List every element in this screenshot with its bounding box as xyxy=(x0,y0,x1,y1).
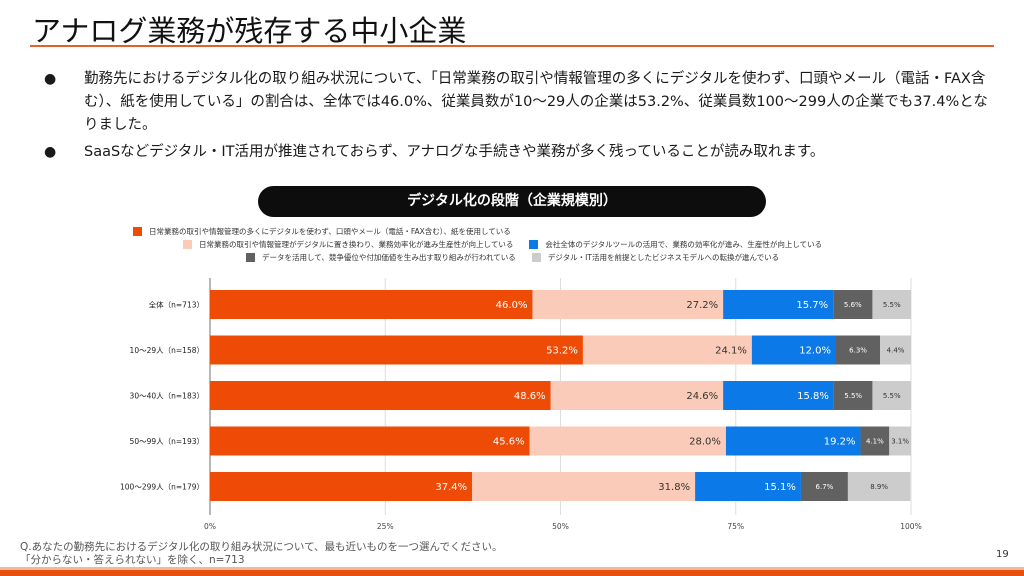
bar-segment xyxy=(723,290,834,319)
data-label: 4.4% xyxy=(887,347,905,355)
legend-label: デジタル・IT活用を前提としたビジネスモデルへの転換が進んでいる xyxy=(547,253,780,262)
bar-segment xyxy=(210,426,530,456)
data-label: 46.0% xyxy=(496,300,528,311)
legend-row-1: 日常業務の取引や情報管理の多くにデジタルを使わず、口頭やメール（電話・FAX含む… xyxy=(133,226,527,237)
bar-segment xyxy=(725,426,861,456)
bar-segment xyxy=(751,335,836,365)
data-label: 31.8% xyxy=(658,482,690,493)
category-label: 50〜99人（n=193） xyxy=(130,437,204,446)
legend-item: 会社全体のデジタルツールの活用で、業務の効率化が進み、生産性が向上している xyxy=(529,239,822,250)
bar-segment xyxy=(582,335,752,365)
data-label: 24.1% xyxy=(715,346,747,357)
data-label: 5.5% xyxy=(883,301,901,309)
data-label: 12.0% xyxy=(799,346,831,357)
title-underline xyxy=(30,45,994,47)
data-label: 5.5% xyxy=(883,392,901,400)
bar-segment xyxy=(872,290,911,319)
bar-segment xyxy=(872,381,911,410)
category-label: 全体（n=713） xyxy=(149,300,204,310)
legend-label: 会社全体のデジタルツールの活用で、業務の効率化が進み、生産性が向上している xyxy=(545,240,823,249)
bullet-item: ● SaaSなどデジタル・IT活用が推進されておらず、アナログな手続きや業務が多… xyxy=(30,141,1000,164)
bar-segment xyxy=(800,472,848,501)
legend-item: デジタル・IT活用を前提としたビジネスモデルへの転換が進んでいる xyxy=(531,252,780,263)
bar-segment xyxy=(532,290,724,319)
legend-label: 日常業務の取引や情報管理がデジタルに置き換わり、業務効率化が進み生産性が向上して… xyxy=(199,240,514,249)
bar-segment xyxy=(833,290,873,319)
bar-segment xyxy=(880,335,911,365)
legend-item: 日常業務の取引や情報管理がデジタルに置き換わり、業務効率化が進み生産性が向上して… xyxy=(183,239,513,250)
bullet-item: ● 勤務先におけるデジタル化の取り組み状況について、「日常業務の取引や情報管理の… xyxy=(30,68,1000,137)
x-tick-label: 25% xyxy=(377,522,394,531)
page-number: 19 xyxy=(996,549,1009,560)
x-tick-label: 75% xyxy=(727,522,744,531)
legend-label: 日常業務の取引や情報管理の多くにデジタルを使わず、口頭やメール（電話・FAX含む… xyxy=(149,227,511,236)
data-label: 4.1% xyxy=(866,438,884,446)
data-label: 15.1% xyxy=(764,482,796,493)
bullet-icon: ● xyxy=(44,144,57,160)
data-label: 24.6% xyxy=(686,391,718,402)
chart-title-pill: デジタル化の段階（企業規模別） xyxy=(258,186,766,217)
data-label: 28.0% xyxy=(689,437,721,448)
bar-segment xyxy=(210,472,473,501)
legend-swatch xyxy=(133,227,142,236)
legend-row-3: データを活用して、競争優位や付加価値を生み出す取り組みが行われている デジタル・… xyxy=(246,252,795,263)
footnote-question: Q.あなたの勤務先におけるデジタル化の取り組み状況について、最も近いものを一つ選… xyxy=(20,541,503,553)
footer-accent-light xyxy=(0,567,1024,570)
legend-swatch xyxy=(183,240,192,249)
bullet-text: SaaSなどデジタル・IT活用が推進されておらず、アナログな手続きや業務が多く残… xyxy=(84,144,825,160)
legend-swatch xyxy=(529,240,539,249)
legend-item: 日常業務の取引や情報管理の多くにデジタルを使わず、口頭やメール（電話・FAX含む… xyxy=(133,226,511,237)
data-label: 53.2% xyxy=(546,346,578,357)
data-label: 5.6% xyxy=(844,301,862,309)
data-label: 19.2% xyxy=(824,437,856,448)
bar-segment xyxy=(847,472,911,501)
bar-segment xyxy=(695,472,801,501)
page-title: アナログ業務が残存する中小企業 xyxy=(32,14,467,48)
bar-segment xyxy=(550,381,724,410)
x-tick-label: 50% xyxy=(552,522,569,531)
footnote-note: 「分からない・答えられない」を除く、n=713 xyxy=(20,554,245,566)
legend-swatch xyxy=(246,253,255,262)
data-label: 6.3% xyxy=(849,347,867,355)
bar-segment xyxy=(833,381,873,410)
data-label: 8.9% xyxy=(870,483,888,491)
bar-segment xyxy=(210,381,551,410)
legend-label: データを活用して、競争優位や付加価値を生み出す取り組みが行われている xyxy=(262,253,516,262)
data-label: 48.6% xyxy=(514,391,546,402)
data-label: 45.6% xyxy=(493,437,525,448)
bar-segment xyxy=(889,426,911,456)
bar-segment xyxy=(835,335,881,365)
legend-swatch xyxy=(531,253,541,262)
footer-accent-bar xyxy=(0,570,1024,576)
x-tick-label: 100% xyxy=(900,522,921,531)
bar-segment xyxy=(860,426,890,456)
data-label: 15.7% xyxy=(796,300,828,311)
category-label: 100〜299人（n=179） xyxy=(120,483,204,492)
legend-item: データを活用して、競争優位や付加価値を生み出す取り組みが行われている xyxy=(246,252,516,263)
bar-segment xyxy=(529,426,726,456)
data-label: 5.5% xyxy=(844,392,862,400)
category-label: 30〜40人（n=183） xyxy=(130,392,204,401)
data-label: 37.4% xyxy=(435,482,467,493)
bar-segment xyxy=(723,381,834,410)
data-label: 6.7% xyxy=(816,483,834,491)
data-label: 27.2% xyxy=(686,300,718,311)
data-label: 3.1% xyxy=(891,438,909,446)
bullet-list: ● 勤務先におけるデジタル化の取り組み状況について、「日常業務の取引や情報管理の… xyxy=(30,68,1000,168)
bullet-icon: ● xyxy=(44,71,57,87)
legend-row-2: 日常業務の取引や情報管理がデジタルに置き換わり、業務効率化が進み生産性が向上して… xyxy=(183,239,838,250)
x-tick-label: 0% xyxy=(204,522,216,531)
category-label: 10〜29人（n=158） xyxy=(130,346,204,355)
bar-segment xyxy=(472,472,696,501)
bar-segment xyxy=(210,335,583,365)
bullet-text: 勤務先におけるデジタル化の取り組み状況について、「日常業務の取引や情報管理の多く… xyxy=(84,71,988,133)
footnote: Q.あなたの勤務先におけるデジタル化の取り組み状況について、最も近いものを一つ選… xyxy=(20,541,503,567)
bar-segment xyxy=(210,290,533,319)
data-label: 15.8% xyxy=(797,391,829,402)
